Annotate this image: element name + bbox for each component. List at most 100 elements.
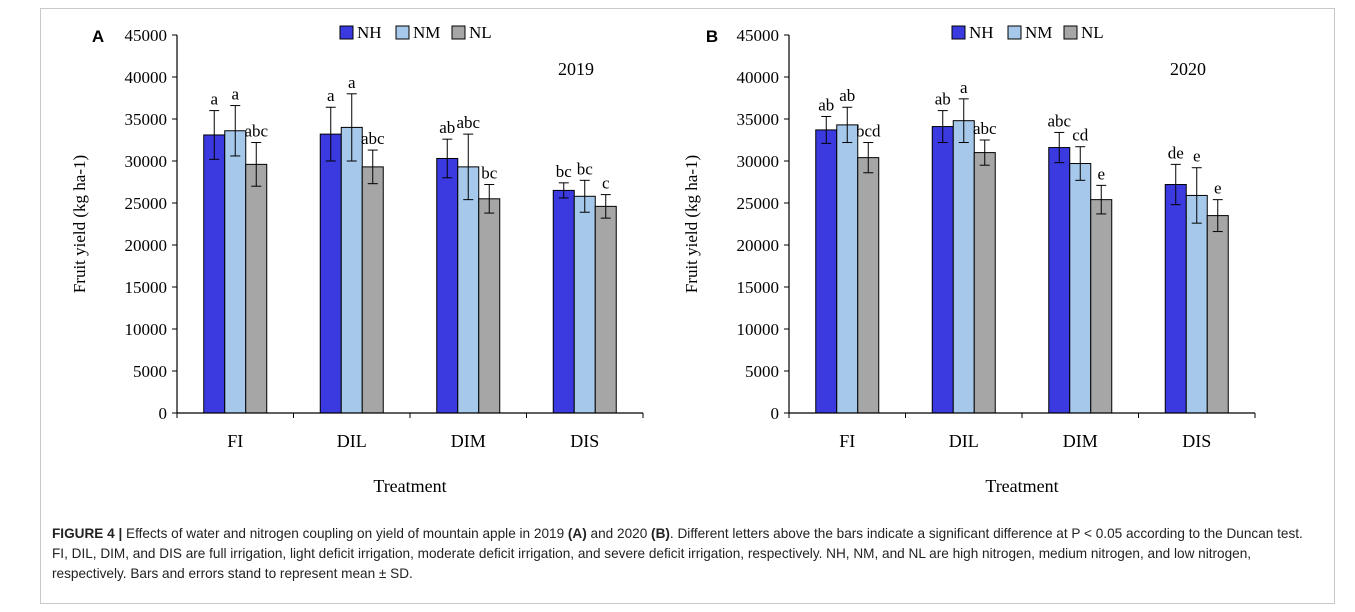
y-tick-label: 40000 [737,68,780,87]
significance-letter: de [1168,143,1184,162]
significance-letter: cd [1072,126,1089,145]
x-category-label: DIL [949,431,979,451]
x-axis-label: Treatment [373,476,446,496]
y-tick-label: 35000 [125,110,168,129]
legend-label: NH [969,23,994,42]
y-tick-label: 30000 [737,152,780,171]
bar [857,157,880,414]
bar [931,126,954,414]
y-tick-label: 20000 [737,236,780,255]
y-tick-label: 20000 [125,236,168,255]
significance-letter: abc [973,119,997,138]
chart-panel-a: A 0 5000 10000 15000 20000 25000 30000 35000 4000… [70,23,644,496]
significance-letter: ab [439,118,455,137]
significance-letter: ab [818,95,834,114]
x-category-label: DIS [1182,431,1211,451]
significance-letter: a [327,86,335,105]
y-tick-label: 30000 [125,152,168,171]
caption-panel-a: (A) [567,526,587,541]
significance-letter: abc [244,122,268,141]
bar [836,124,859,414]
figure-charts: A 0 5000 10000 15000 20000 25000 30000 35000 4000… [70,23,1256,496]
x-category-label: FI [839,431,855,451]
bar [457,166,480,414]
significance-letter: a [210,90,218,109]
significance-letter: e [1097,164,1105,183]
bar [436,157,459,414]
bar [573,195,596,414]
legend-swatch [451,25,466,40]
panel-label: B [706,27,718,46]
bar [973,152,996,414]
bar [203,134,226,414]
y-tick-label: 40000 [125,68,168,87]
significance-letter: e [1214,179,1222,198]
legend-swatch [339,25,354,40]
bar [815,129,838,414]
legend-swatch [1063,25,1078,40]
y-tick-label: 0 [771,404,780,423]
bar [478,198,501,414]
bar [1206,215,1229,414]
caption-text-3: . Different letters above the bars indic… [52,526,1303,581]
y-tick-label: 10000 [125,320,168,339]
legend-swatch [395,25,410,40]
bar [1164,184,1187,414]
caption-text-1: Effects of water and nitrogen coupling o… [122,526,568,541]
significance-letter: bc [481,164,498,183]
caption-text-2: and 2020 [586,526,652,541]
figure-frame [40,8,1335,604]
y-tick-label: 15000 [125,278,168,297]
significance-letter: bc [577,159,594,178]
significance-letter: ab [935,90,951,109]
y-tick-label: 25000 [125,194,168,213]
significance-letter: c [602,174,610,193]
x-category-label: DIM [451,431,486,451]
y-tick-label: 15000 [737,278,780,297]
significance-letter: a [231,85,239,104]
figure-caption: FIGURE 4 | Effects of water and nitrogen… [52,524,1322,584]
x-category-label: FI [227,431,243,451]
y-axis-label: Fruit yield (kg ha-1) [682,155,701,293]
x-category-label: DIM [1063,431,1098,451]
caption-figure-label: FIGURE 4 | [52,526,123,541]
x-category-label: DIS [570,431,599,451]
y-tick-label: 0 [159,404,168,423]
legend-swatch [1007,25,1022,40]
bar [319,133,342,414]
significance-letter: bcd [856,122,881,141]
y-tick-label: 10000 [737,320,780,339]
y-tick-label: 5000 [133,362,167,381]
bar [952,120,975,414]
legend-label: NL [469,23,492,42]
legend-label: NL [1081,23,1104,42]
bar [245,163,268,414]
significance-letter: bc [556,162,573,181]
legend-label: NM [1025,23,1052,42]
year-label: 2019 [558,59,594,79]
legend-swatch [951,25,966,40]
bar [340,126,363,414]
legend-label: NH [357,23,382,42]
panel-label: A [92,27,104,46]
y-tick-label: 45000 [737,26,780,45]
y-tick-label: 5000 [745,362,779,381]
bar [552,189,575,414]
significance-letter: abc [361,129,385,148]
x-axis-label: Treatment [985,476,1058,496]
bar [1048,147,1071,414]
bar [1185,194,1208,414]
year-label: 2020 [1170,59,1206,79]
bar [1069,163,1092,414]
bar [224,130,247,414]
significance-letter: a [348,73,356,92]
bar [361,166,384,414]
y-axis-label: Fruit yield (kg ha-1) [70,155,89,293]
y-tick-label: 25000 [737,194,780,213]
caption-panel-b: (B) [651,526,670,541]
significance-letter: ab [839,86,855,105]
significance-letter: e [1193,147,1201,166]
bar [594,205,617,414]
legend-label: NM [413,23,440,42]
x-category-label: DIL [337,431,367,451]
